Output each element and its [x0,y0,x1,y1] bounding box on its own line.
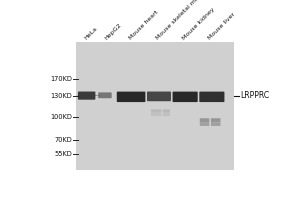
Text: 100KD: 100KD [50,114,72,120]
FancyBboxPatch shape [200,118,209,122]
Text: Mouse skeletal muscle: Mouse skeletal muscle [155,0,209,41]
FancyBboxPatch shape [211,122,220,126]
Text: HeLa: HeLa [84,26,99,41]
Text: LRPPRC: LRPPRC [240,91,269,100]
FancyBboxPatch shape [117,92,146,102]
Text: HepG2: HepG2 [104,22,122,41]
FancyBboxPatch shape [147,92,171,101]
FancyBboxPatch shape [163,113,170,116]
FancyBboxPatch shape [78,92,95,100]
Bar [76,42,234,170]
Text: Mouse kidney: Mouse kidney [181,7,215,41]
Text: 170KD: 170KD [50,76,72,82]
FancyBboxPatch shape [151,113,161,116]
Text: Mouse heart: Mouse heart [128,10,160,41]
Text: 55KD: 55KD [55,151,72,157]
FancyBboxPatch shape [172,92,198,102]
Text: 70KD: 70KD [55,137,72,143]
FancyBboxPatch shape [163,109,170,113]
FancyBboxPatch shape [151,109,161,113]
FancyBboxPatch shape [199,92,224,102]
FancyBboxPatch shape [200,122,209,126]
FancyBboxPatch shape [211,118,220,122]
Text: 130KD: 130KD [51,93,72,99]
FancyBboxPatch shape [98,92,112,98]
Text: Mouse liver: Mouse liver [207,12,236,41]
